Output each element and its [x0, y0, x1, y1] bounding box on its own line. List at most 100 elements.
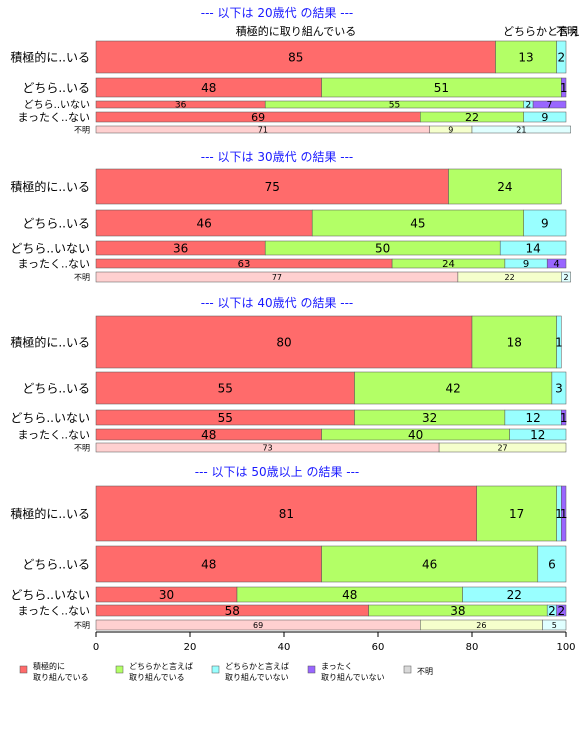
value-label: 46 — [422, 557, 437, 571]
value-label: 2 — [557, 604, 565, 618]
legend-label: 取り組んでいない — [225, 672, 289, 682]
value-label: 1 — [555, 335, 563, 349]
value-label: 80 — [276, 335, 291, 349]
value-label: 46 — [196, 216, 211, 230]
value-label: 40 — [408, 428, 423, 442]
panel-title: --- 以下は 30歳代 の結果 --- — [201, 150, 354, 164]
bar-segment — [546, 258, 567, 269]
value-label: 24 — [497, 180, 512, 194]
value-label: 38 — [450, 604, 465, 618]
value-label: 27 — [497, 443, 507, 452]
row-label: どちら..いない — [24, 99, 90, 111]
legend-label: どちらかと言えば — [129, 661, 193, 671]
legend-item: 積極的に取り組んでいる — [19, 661, 89, 682]
value-label: 85 — [288, 50, 303, 64]
bar-segment — [561, 485, 567, 542]
row-label: まったく..ない — [17, 604, 90, 617]
panel-2: --- 以下は 40歳代 の結果 --- 積極的に..いる 80 18 1 どちら..いる… — [10, 296, 567, 452]
legend-label: 取り組んでいる — [129, 672, 185, 682]
legend-swatch — [211, 665, 220, 674]
value-label: 22 — [465, 111, 479, 124]
x-tick-label: 20 — [184, 642, 197, 653]
value-label: 7 — [547, 101, 553, 111]
value-label: 2 — [557, 50, 565, 64]
bar-segment — [523, 111, 567, 123]
row-label: 不明 — [74, 621, 90, 630]
panel-title: --- 以下は 40歳代 の結果 --- — [201, 296, 354, 310]
legend-label: 不明 — [417, 667, 433, 676]
legend-label: 取り組んでいない — [321, 672, 385, 682]
panel-0: --- 以下は 20歳代 の結果 --- 積極的に..いる 85 13 2 どちら..いる… — [10, 6, 571, 134]
top-label-dochiraka: どちらかと言えば — [503, 25, 580, 38]
bar-segment — [532, 100, 567, 109]
value-label: 5 — [552, 621, 557, 630]
value-label: 48 — [201, 557, 216, 571]
value-label: 2 — [563, 273, 568, 282]
value-label: 75 — [265, 180, 280, 194]
row-label: 不明 — [74, 125, 90, 134]
bar-segment — [556, 315, 562, 369]
value-label: 36 — [173, 241, 188, 255]
legend-swatch — [307, 665, 316, 674]
value-label: 45 — [410, 216, 425, 230]
value-label: 51 — [434, 81, 449, 95]
bar-segment — [561, 77, 567, 98]
bar-segment — [95, 209, 313, 237]
bar-segment — [495, 40, 557, 74]
bar-segment — [95, 371, 355, 405]
value-label: 6 — [548, 557, 556, 571]
value-label: 13 — [518, 50, 533, 64]
legend-swatch — [403, 665, 412, 674]
value-label: 42 — [446, 381, 461, 395]
value-label: 9 — [541, 216, 549, 230]
value-label: 24 — [442, 259, 455, 270]
row-label: 不明 — [74, 273, 90, 282]
legend-item: 不明 — [403, 665, 433, 676]
row-label: まったく..ない — [17, 428, 90, 441]
bar-segment — [95, 485, 477, 542]
bar-segment — [471, 315, 557, 369]
row-label: 積極的に..いる — [10, 334, 90, 349]
x-tick-label: 0 — [93, 642, 99, 653]
bar-segment — [462, 586, 567, 603]
legend-label: 取り組んでいる — [33, 672, 89, 682]
value-label: 1 — [560, 507, 568, 521]
value-label: 73 — [262, 443, 272, 452]
value-label: 32 — [422, 411, 437, 425]
row-label: どちら..いる — [22, 557, 90, 571]
bar-segment — [542, 619, 567, 631]
x-tick-label: 40 — [278, 642, 291, 653]
bar-segment — [95, 168, 449, 205]
value-label: 77 — [272, 273, 282, 282]
row-label: どちら..いる — [22, 81, 90, 95]
panel-1: --- 以下は 30歳代 の結果 --- 積極的に..いる 75 24 どちら..いる 4… — [10, 150, 571, 283]
legend-swatch — [19, 665, 28, 674]
value-label: 2 — [526, 101, 532, 111]
value-label: 36 — [175, 101, 187, 111]
bar-segment — [448, 168, 562, 205]
value-label: 48 — [201, 81, 216, 95]
row-label: どちら..いる — [22, 216, 90, 230]
panel-3: --- 以下は 50歳以上 の結果 --- 積極的に..いる 81 17 11 どちら..… — [10, 465, 568, 631]
row-label: どちら..いない — [10, 588, 90, 602]
value-label: 12 — [530, 428, 545, 442]
row-label: まったく..ない — [17, 111, 90, 124]
row-label: どちら..いない — [10, 411, 90, 425]
bar-segment — [509, 428, 567, 441]
bar-segment — [95, 545, 322, 583]
value-label: 81 — [279, 507, 294, 521]
bar-segment — [561, 271, 571, 283]
legend-label: まったく — [321, 662, 353, 671]
row-label: どちら..いる — [22, 381, 90, 395]
bar-segment — [354, 371, 553, 405]
top-label-sekkyoku: 積極的に取り組んでいる — [236, 24, 356, 38]
bar-segment — [523, 209, 567, 237]
value-label: 2 — [548, 604, 556, 618]
value-label: 21 — [516, 125, 526, 134]
bar-segment — [471, 125, 571, 134]
value-label: 55 — [389, 101, 400, 111]
value-label: 17 — [509, 507, 524, 521]
bar-segment — [556, 40, 567, 74]
